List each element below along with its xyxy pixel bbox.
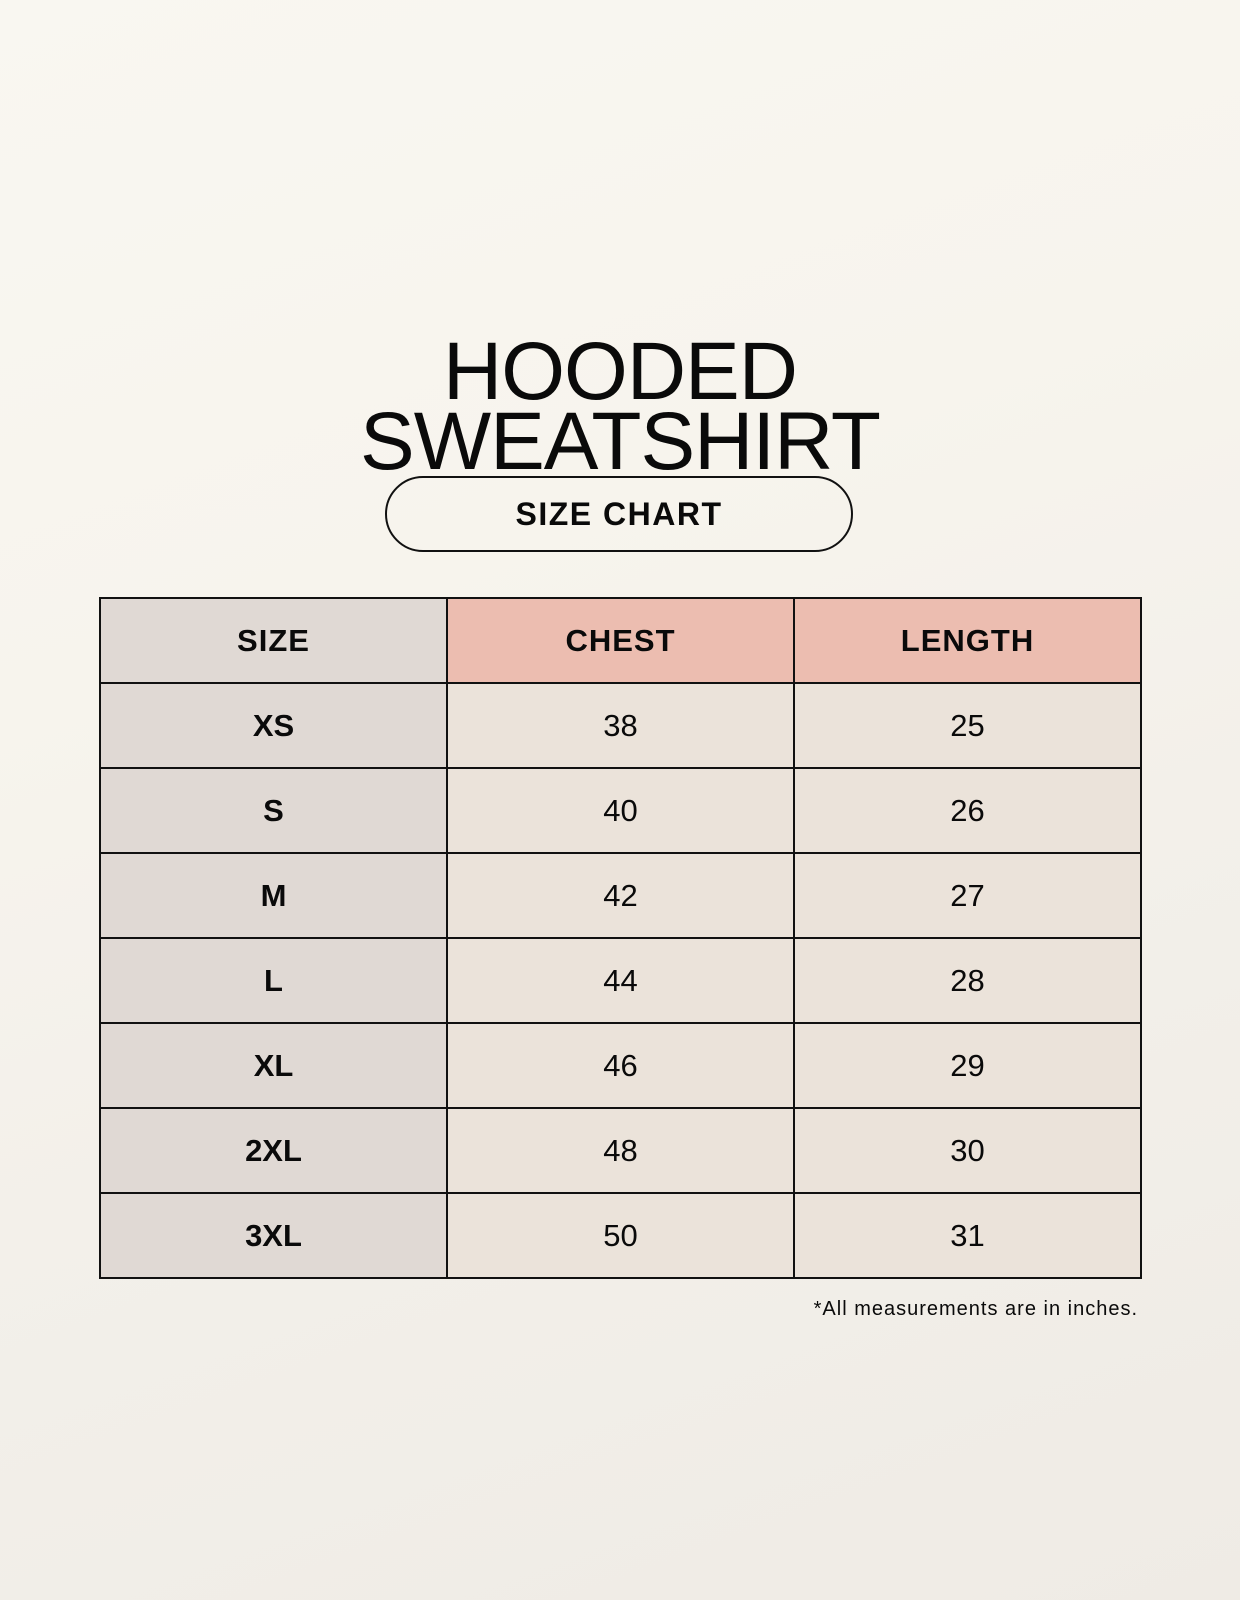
cell-chest: 42 bbox=[446, 852, 795, 939]
cell-length: 25 bbox=[793, 682, 1142, 769]
size-table: SIZE CHEST LENGTH XS 38 25 S 40 26 M 42 27 L 44 28 X… bbox=[99, 597, 1142, 1279]
cell-size: XS bbox=[99, 682, 448, 769]
title-line-2: SWEATSHIRT bbox=[360, 395, 881, 487]
table-row: L 44 28 bbox=[99, 937, 1142, 1024]
header-length: LENGTH bbox=[793, 597, 1142, 684]
size-chart-badge: SIZE CHART bbox=[385, 476, 853, 552]
cell-size: M bbox=[99, 852, 448, 939]
table-row: XL 46 29 bbox=[99, 1022, 1142, 1109]
cell-size: XL bbox=[99, 1022, 448, 1109]
table-row: 2XL 48 30 bbox=[99, 1107, 1142, 1194]
table-row: S 40 26 bbox=[99, 767, 1142, 854]
cell-chest: 46 bbox=[446, 1022, 795, 1109]
cell-size: 3XL bbox=[99, 1192, 448, 1279]
cell-length: 27 bbox=[793, 852, 1142, 939]
cell-chest: 40 bbox=[446, 767, 795, 854]
cell-chest: 48 bbox=[446, 1107, 795, 1194]
cell-chest: 44 bbox=[446, 937, 795, 1024]
table-header-row: SIZE CHEST LENGTH bbox=[99, 597, 1142, 684]
cell-chest: 38 bbox=[446, 682, 795, 769]
header-chest: CHEST bbox=[446, 597, 795, 684]
table-row: XS 38 25 bbox=[99, 682, 1142, 769]
footnote: *All measurements are in inches. bbox=[813, 1298, 1138, 1320]
cell-length: 26 bbox=[793, 767, 1142, 854]
cell-length: 31 bbox=[793, 1192, 1142, 1279]
cell-chest: 50 bbox=[446, 1192, 795, 1279]
cell-size: L bbox=[99, 937, 448, 1024]
header-size: SIZE bbox=[99, 597, 448, 684]
table-row: M 42 27 bbox=[99, 852, 1142, 939]
page-title: HOODED SWEATSHIRT bbox=[0, 325, 1240, 487]
cell-size: 2XL bbox=[99, 1107, 448, 1194]
table-row: 3XL 50 31 bbox=[99, 1192, 1142, 1279]
cell-length: 30 bbox=[793, 1107, 1142, 1194]
cell-length: 29 bbox=[793, 1022, 1142, 1109]
cell-length: 28 bbox=[793, 937, 1142, 1024]
cell-size: S bbox=[99, 767, 448, 854]
title-line-1: HOODED bbox=[443, 325, 798, 417]
